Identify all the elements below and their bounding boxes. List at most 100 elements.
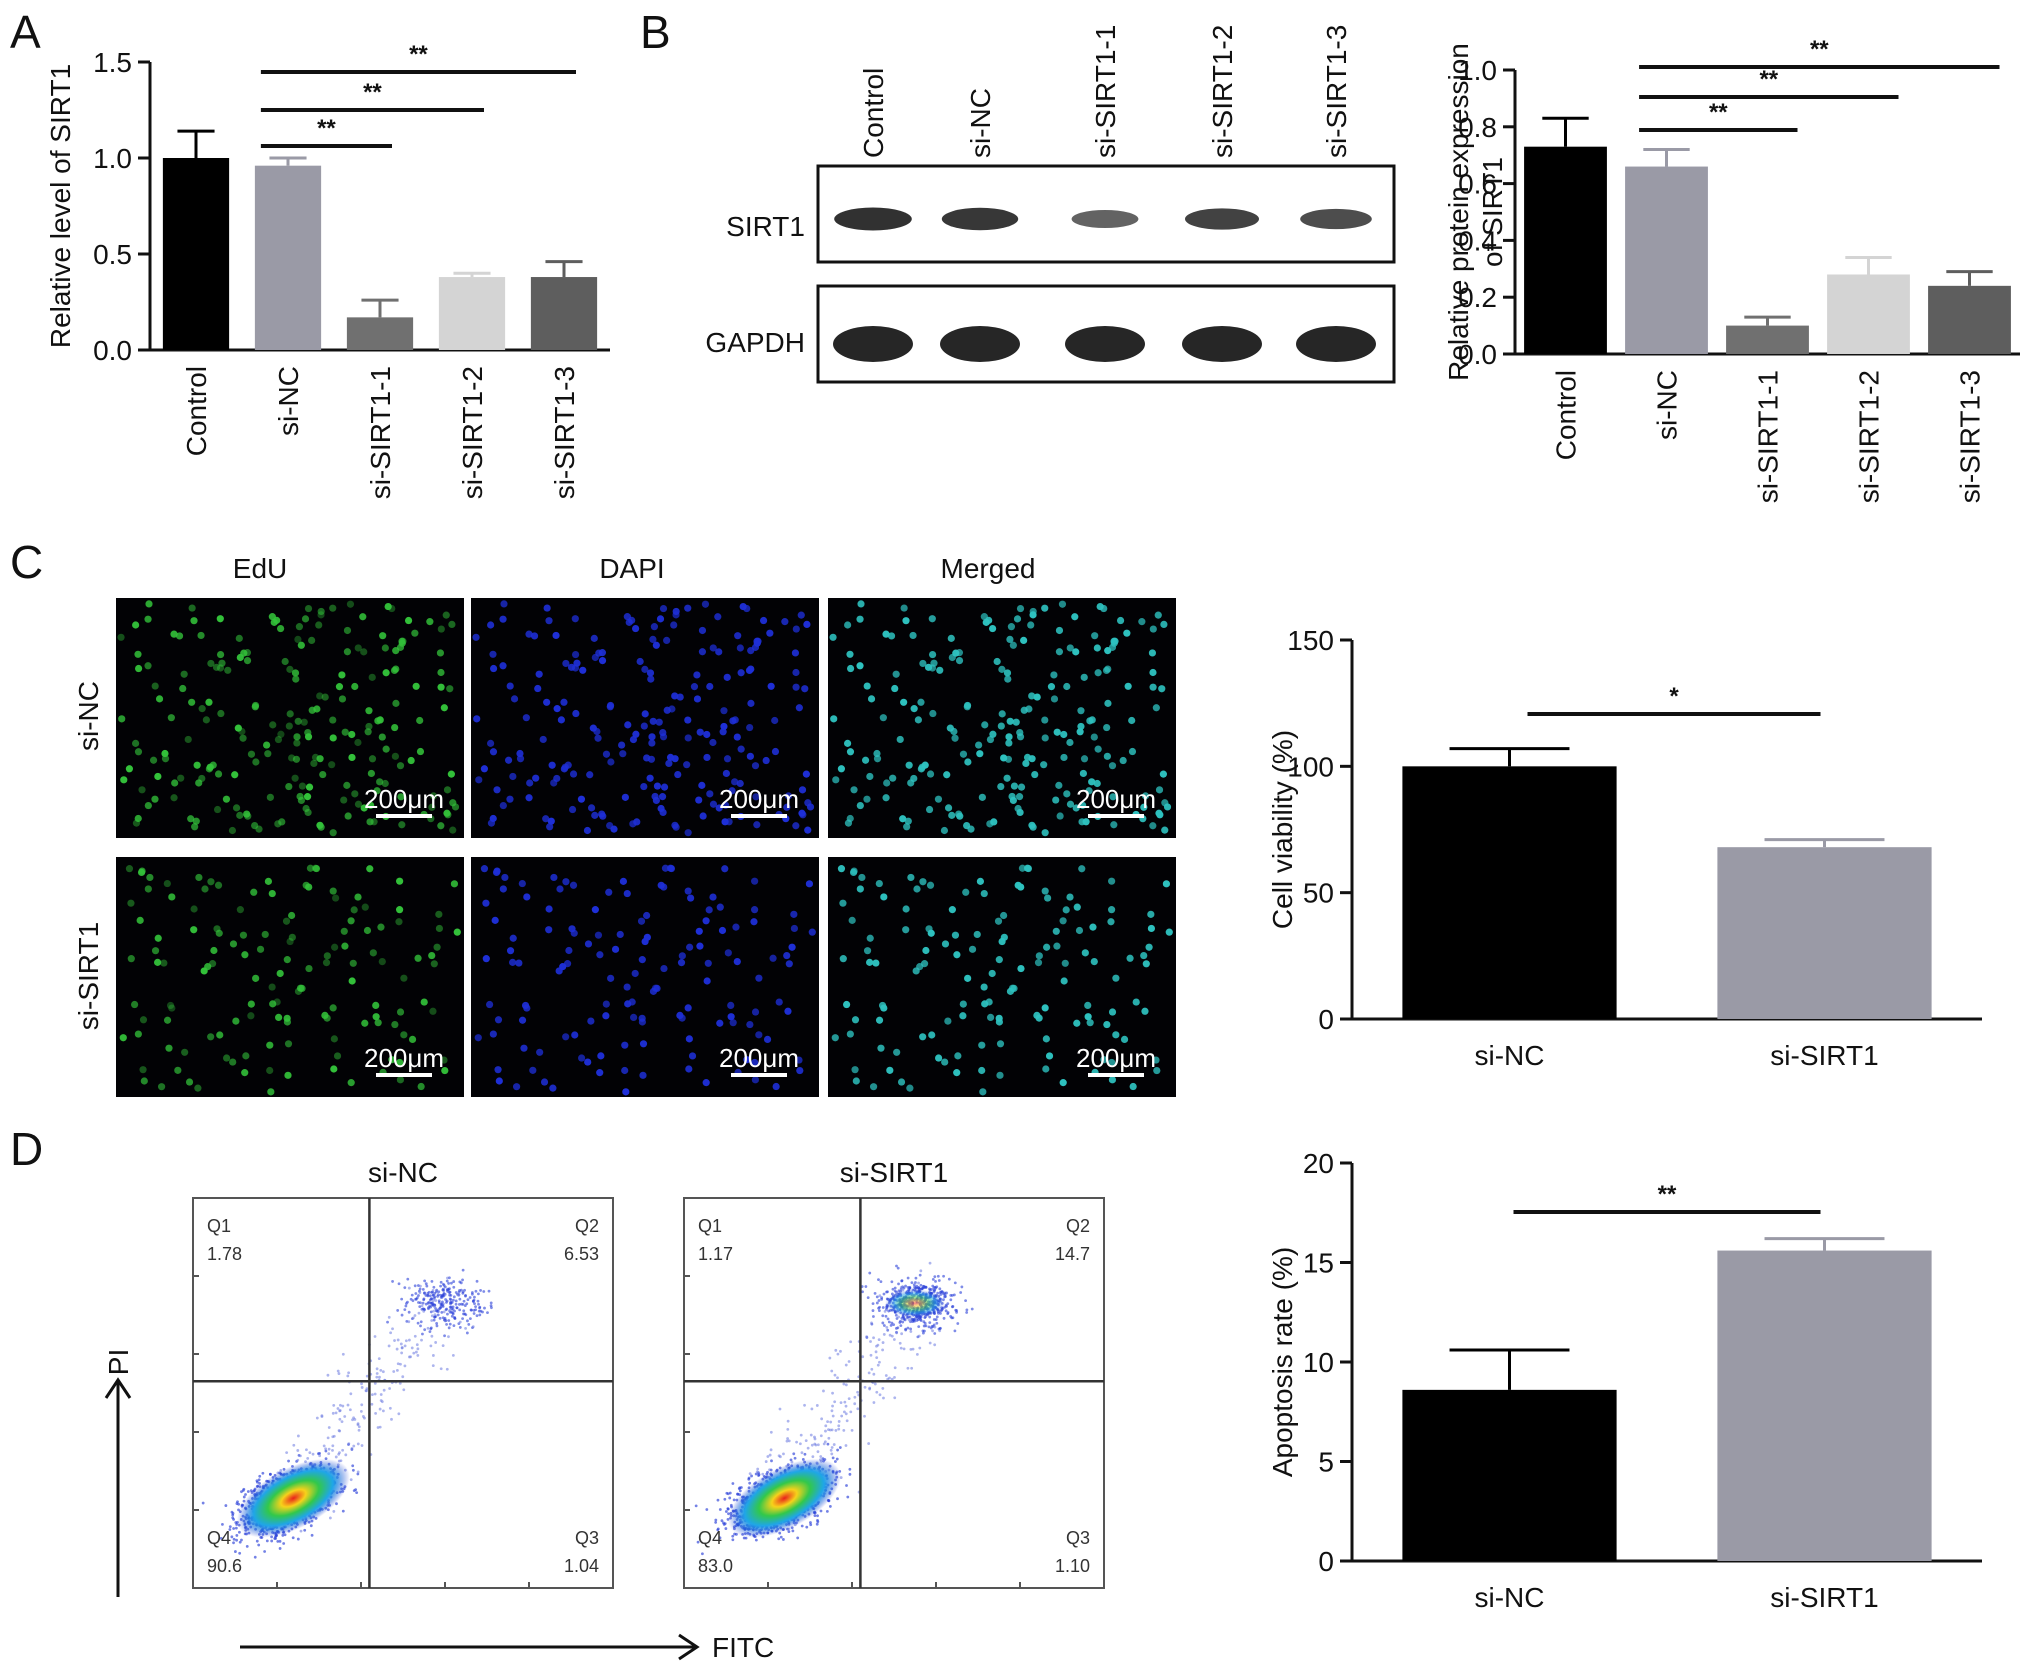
- panel-letter-d: D: [10, 1123, 43, 1175]
- event-dot: [265, 1539, 269, 1543]
- cell-nucleus: [165, 1044, 173, 1052]
- cell-nucleus: [639, 1071, 647, 1079]
- cell-nucleus: [276, 624, 285, 633]
- event-dot: [766, 1455, 770, 1458]
- event-dot: [877, 1338, 881, 1342]
- cell-nucleus: [291, 774, 299, 782]
- cell-nucleus: [597, 1052, 605, 1060]
- event-dot: [377, 1357, 381, 1361]
- cell-nucleus: [474, 1034, 482, 1042]
- event-dot: [424, 1282, 428, 1286]
- event-dot: [798, 1442, 802, 1446]
- cell-nucleus: [674, 770, 682, 779]
- band-gapdh: [1065, 326, 1145, 362]
- event-dot: [445, 1279, 449, 1283]
- band-gapdh: [1182, 326, 1262, 362]
- cell-nucleus: [844, 621, 852, 629]
- cell-nucleus: [882, 794, 890, 802]
- event-dot: [261, 1471, 265, 1475]
- cell-nucleus: [285, 722, 293, 730]
- event-dot: [909, 1327, 913, 1331]
- cell-nucleus: [994, 917, 1003, 925]
- event-dot: [464, 1313, 468, 1317]
- cell-nucleus: [995, 956, 1003, 964]
- event-dot: [401, 1375, 405, 1379]
- quadrant-value: 83.0: [698, 1556, 733, 1576]
- event-dot: [834, 1460, 837, 1463]
- cell-nucleus: [832, 776, 840, 784]
- cell-nucleus: [975, 741, 983, 749]
- event-dot: [334, 1455, 338, 1459]
- cell-nucleus: [151, 795, 159, 803]
- cell-nucleus: [869, 1083, 878, 1091]
- event-dot: [881, 1306, 885, 1309]
- event-dot: [777, 1454, 781, 1458]
- event-dot: [918, 1316, 922, 1320]
- cell-nucleus: [1128, 747, 1137, 756]
- event-dot: [928, 1321, 932, 1325]
- cell-nucleus: [391, 1020, 399, 1029]
- cell-nucleus: [433, 943, 441, 951]
- cell-nucleus: [978, 793, 986, 801]
- event-dot: [942, 1274, 945, 1278]
- cell-nucleus: [959, 1012, 967, 1020]
- event-dot: [434, 1341, 438, 1344]
- event-dot: [416, 1354, 420, 1357]
- event-dot: [822, 1442, 826, 1446]
- event-dot: [720, 1519, 724, 1523]
- cell-nucleus: [545, 905, 553, 913]
- event-dot: [449, 1293, 453, 1297]
- cell-nucleus: [981, 1000, 989, 1008]
- cell-nucleus: [247, 1012, 255, 1020]
- cell-nucleus: [715, 804, 723, 812]
- cell-nucleus: [619, 750, 627, 758]
- x-tick-label: si-SIRT1-2: [1854, 370, 1885, 503]
- cell-nucleus: [1141, 792, 1150, 800]
- event-dot: [476, 1299, 480, 1303]
- cell-nucleus: [171, 779, 179, 787]
- cell-nucleus: [247, 1000, 255, 1008]
- cell-nucleus: [545, 617, 553, 625]
- event-dot: [887, 1320, 891, 1324]
- event-dot: [303, 1528, 307, 1532]
- cell-nucleus: [771, 716, 779, 725]
- event-dot: [895, 1331, 899, 1335]
- cell-nucleus: [678, 1014, 686, 1022]
- cell-nucleus: [598, 656, 607, 665]
- cell-nucleus: [1016, 604, 1025, 613]
- cell-nucleus: [806, 803, 815, 811]
- cell-nucleus: [951, 734, 959, 742]
- cell-nucleus: [926, 881, 935, 889]
- event-dot: [843, 1400, 847, 1404]
- event-dot: [867, 1371, 871, 1375]
- event-dot: [939, 1326, 942, 1330]
- cell-nucleus: [119, 1034, 127, 1042]
- cell-nucleus: [1059, 1079, 1067, 1087]
- event-dot: [748, 1472, 752, 1476]
- cell-nucleus: [174, 1066, 182, 1074]
- event-dot: [236, 1500, 239, 1504]
- cell-nucleus: [606, 701, 615, 710]
- bar-control: [162, 158, 230, 350]
- cell-nucleus: [856, 662, 864, 670]
- cell-nucleus: [349, 959, 357, 967]
- event-dot: [906, 1285, 910, 1289]
- event-dot: [445, 1367, 449, 1371]
- bar-si-nc: [1625, 166, 1708, 354]
- cell-nucleus: [602, 1012, 610, 1020]
- event-dot: [447, 1335, 450, 1339]
- cell-nucleus: [553, 705, 561, 713]
- quadrant-value: 14.7: [1055, 1244, 1090, 1264]
- cell-nucleus: [480, 865, 489, 873]
- cell-nucleus: [304, 728, 312, 737]
- cell-nucleus: [269, 721, 277, 729]
- significance-label: **: [1759, 66, 1778, 93]
- cell-nucleus: [217, 709, 225, 718]
- cell-nucleus: [1108, 1008, 1117, 1016]
- cell-nucleus: [437, 683, 445, 691]
- event-dot: [234, 1521, 238, 1524]
- cell-nucleus: [866, 772, 874, 781]
- cell-nucleus: [361, 1019, 369, 1027]
- cell-nucleus: [302, 804, 310, 813]
- cell-nucleus: [341, 728, 349, 736]
